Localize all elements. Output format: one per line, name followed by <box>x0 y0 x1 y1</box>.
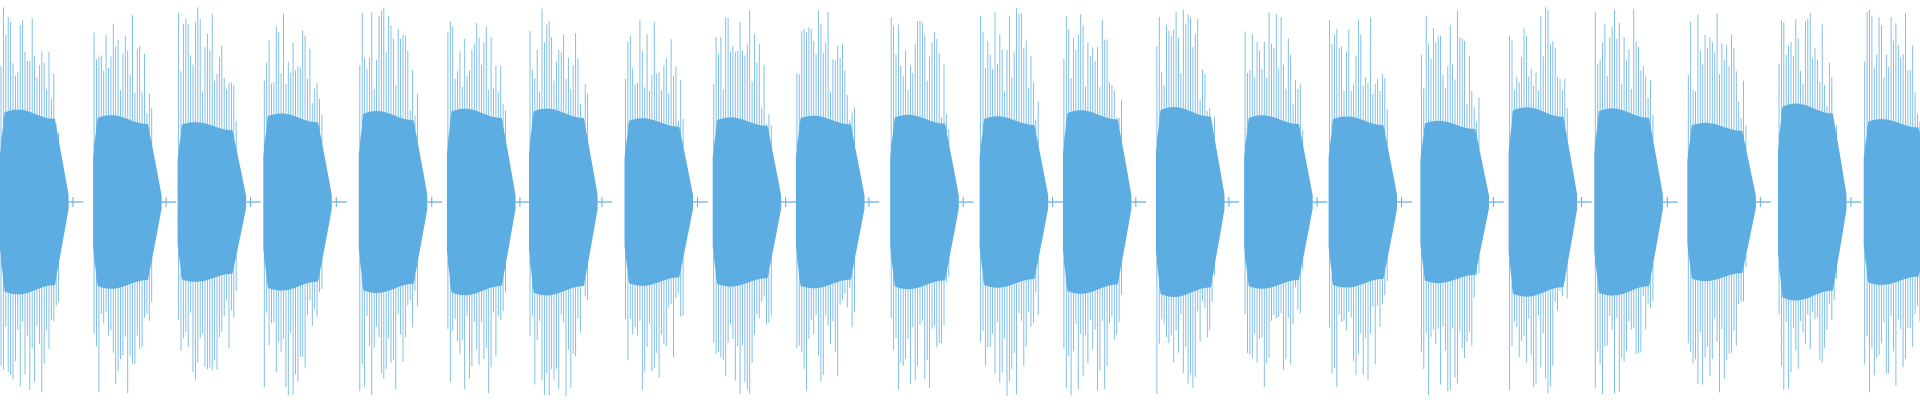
waveform-spikes <box>980 7 1039 397</box>
waveform-spikes <box>796 10 855 391</box>
waveform-spikes <box>1063 14 1122 396</box>
waveform-spikes <box>1594 9 1654 394</box>
waveform-spikes <box>359 7 418 395</box>
waveform-spikes <box>178 7 237 380</box>
waveform-spikes <box>890 17 950 390</box>
waveform-spikes <box>93 15 153 394</box>
waveform-spikes <box>1420 10 1480 396</box>
waveform-spikes <box>0 7 60 392</box>
waveform-spikes <box>263 13 323 396</box>
waveform-spikes <box>1864 9 1920 393</box>
waveform-spikes <box>529 8 589 397</box>
waveform-spikes <box>1687 13 1747 393</box>
waveform-spikes <box>1778 13 1838 390</box>
waveform-spikes <box>1329 17 1388 388</box>
waveform-spikes <box>625 20 684 390</box>
waveform-spikes <box>1244 12 1304 388</box>
waveform-spikes <box>1509 7 1568 394</box>
waveform-spikes <box>1156 9 1215 395</box>
waveform-spikes <box>447 21 506 394</box>
waveform-spikes <box>713 10 772 394</box>
